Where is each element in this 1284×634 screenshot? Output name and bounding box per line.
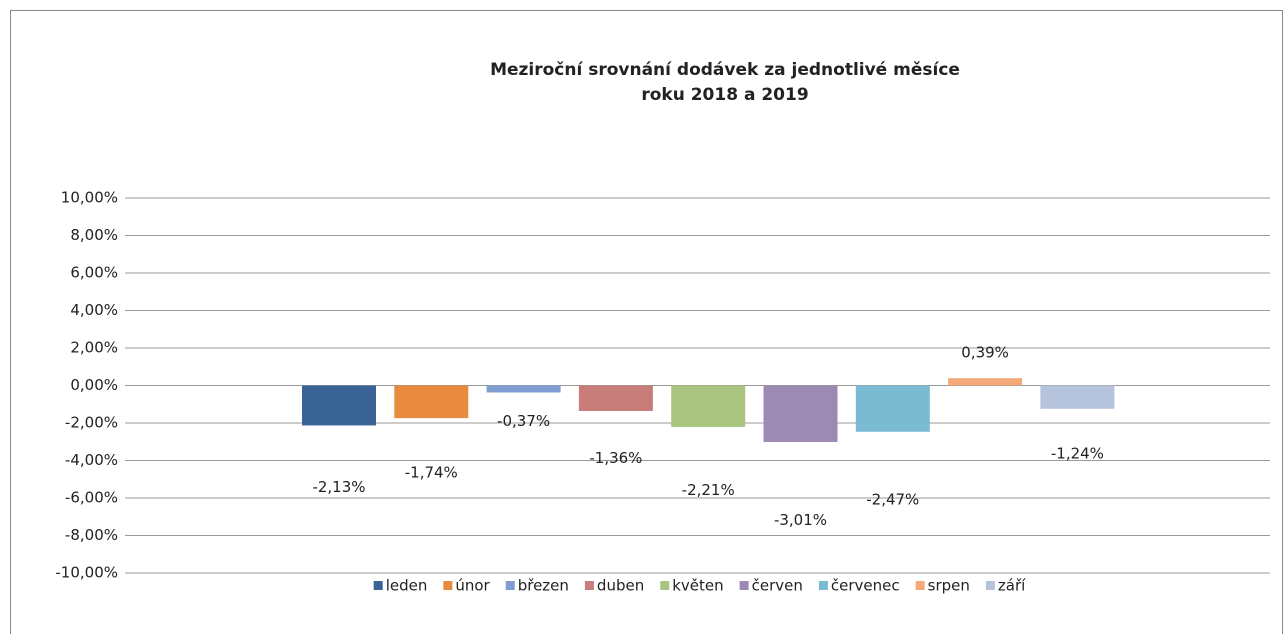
chart-title: Meziroční srovnání dodávek za jednotlivé… — [490, 60, 960, 80]
y-tick-label: -6,00% — [65, 489, 118, 507]
y-tick-label: -4,00% — [65, 451, 118, 469]
bar — [671, 385, 746, 427]
bar — [486, 385, 561, 393]
data-label: 0,39% — [961, 344, 1009, 362]
bar — [763, 385, 838, 442]
data-label: -2,21% — [682, 481, 735, 499]
data-label: -3,01% — [774, 511, 827, 529]
legend-label: duben — [597, 577, 644, 595]
legend-swatch — [818, 581, 828, 590]
legend-label: únor — [455, 577, 490, 595]
bar — [1040, 385, 1115, 409]
data-label: -1,24% — [1051, 445, 1104, 463]
legend-swatch — [985, 581, 995, 590]
y-tick-label: -10,00% — [55, 564, 118, 582]
y-tick-label: 6,00% — [70, 264, 118, 282]
bar — [855, 385, 930, 432]
y-tick-label: 10,00% — [61, 189, 118, 207]
legend-label: červen — [752, 577, 803, 595]
legend-label: květen — [672, 577, 723, 595]
legend-swatch — [373, 581, 383, 590]
legend-label: březen — [518, 577, 569, 595]
bar — [394, 385, 469, 419]
bar — [578, 385, 653, 411]
data-label: -0,37% — [497, 412, 550, 430]
chart-title: roku 2018 a 2019 — [641, 85, 808, 105]
legend-swatch — [505, 581, 515, 590]
bar — [948, 378, 1023, 386]
data-label: -2,47% — [866, 491, 919, 509]
y-tick-label: -8,00% — [65, 526, 118, 544]
y-tick-label: -2,00% — [65, 414, 118, 432]
data-label: -1,74% — [405, 463, 458, 481]
legend-label: červenec — [831, 577, 900, 595]
legend-swatch — [660, 581, 670, 590]
chart-border — [10, 10, 1283, 634]
bar — [302, 385, 376, 426]
legend-label: leden — [386, 577, 428, 595]
legend-swatch — [915, 581, 925, 590]
legend-swatch — [443, 581, 453, 590]
y-tick-label: 2,00% — [70, 339, 118, 357]
legend-label: srpen — [928, 577, 970, 595]
data-label: -1,36% — [589, 449, 642, 467]
y-tick-label: 8,00% — [70, 226, 118, 244]
y-tick-label: 0,00% — [70, 376, 118, 394]
y-tick-label: 4,00% — [70, 301, 118, 319]
legend-swatch — [584, 581, 594, 590]
data-label: -2,13% — [312, 478, 365, 496]
legend-swatch — [739, 581, 749, 590]
legend-label: září — [998, 577, 1026, 595]
